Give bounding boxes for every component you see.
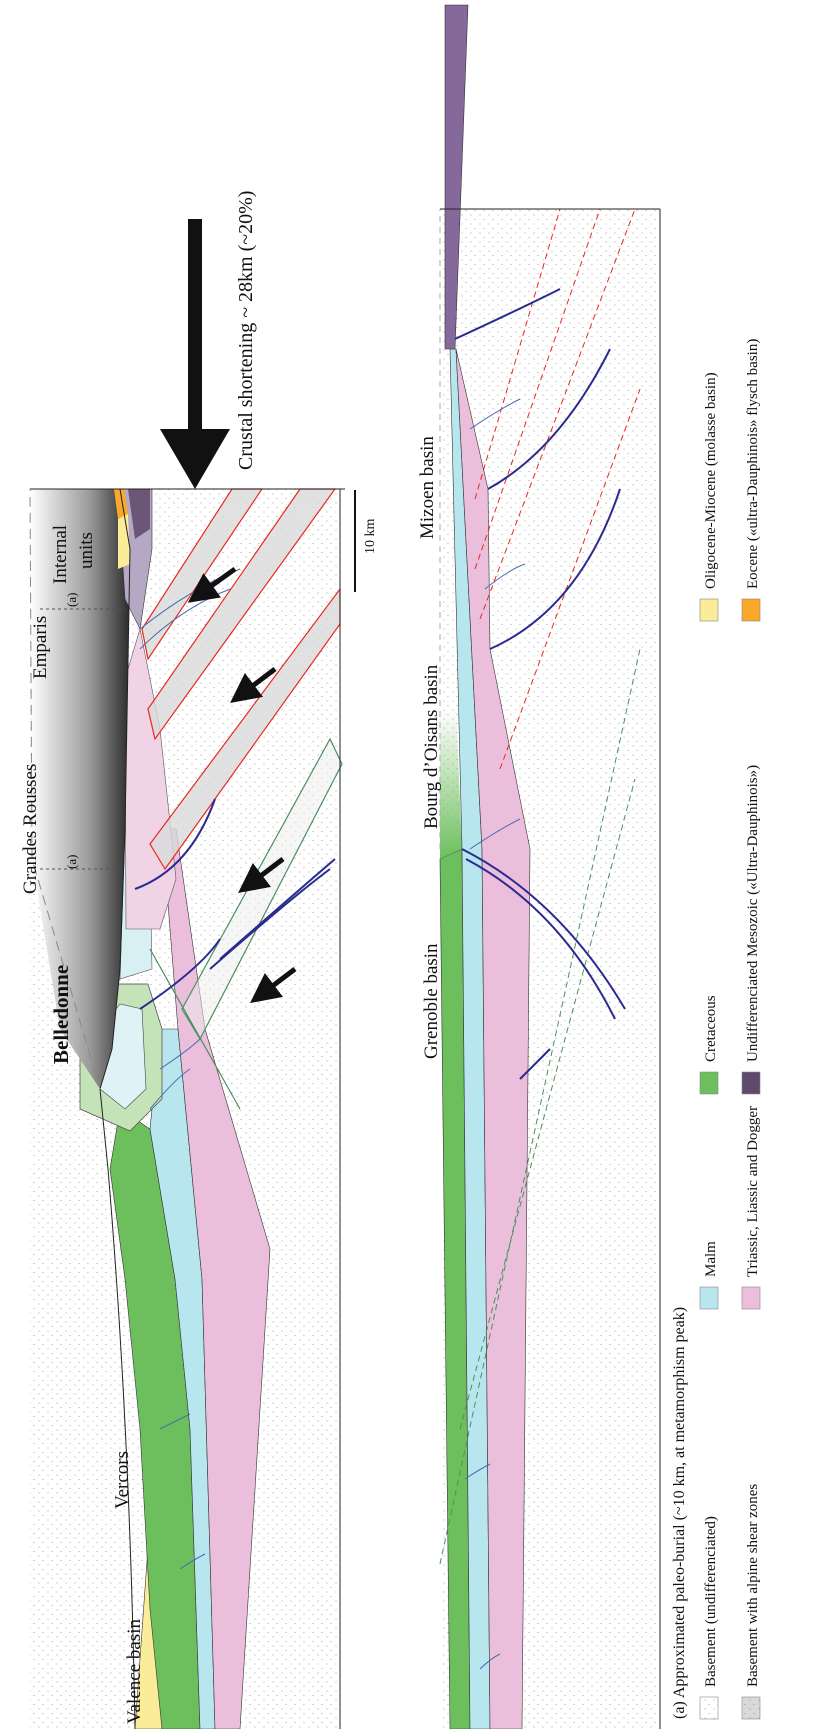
legend-label: Malm: [703, 1241, 719, 1277]
legend-swatch: [741, 598, 761, 622]
legend-swatch-dots: [742, 1697, 760, 1719]
cretaceous-fade: [440, 709, 462, 859]
shortening-arrow-head: [160, 429, 230, 489]
label: units: [76, 532, 97, 569]
shortening-label: Crustal shortening ~ 28km (~20%): [235, 191, 257, 470]
label: Emparis: [30, 616, 51, 679]
paleo-burial: [30, 489, 130, 1089]
legend-label: Triassic, Liassic and Dogger: [745, 1106, 761, 1277]
upper-section: [29, 219, 356, 1729]
burial-marker: (a): [64, 855, 79, 869]
slip-arrows: [187, 566, 297, 1004]
legend-swatch: [741, 1286, 761, 1310]
rotated-frame: Valence basin Vercors Belledonne Grandes…: [20, 4, 761, 1729]
label: Belledonne: [49, 965, 73, 1064]
label: Mizoen basin: [417, 436, 438, 539]
label: Internal: [50, 525, 71, 584]
legend-note: (a) Approximated paleo-burial (~10 km, a…: [671, 1307, 688, 1719]
mesozoic-column: [444, 4, 469, 350]
eocene: [114, 489, 128, 519]
legend-label: Basement (undifferenciated): [703, 1516, 719, 1687]
faults: [134, 798, 336, 1010]
lower-section: [439, 4, 661, 1729]
burial-marker: (a): [64, 593, 79, 607]
label: Valence basin: [124, 1619, 145, 1724]
legend-swatch: [699, 1286, 719, 1310]
legend-swatch: [699, 1071, 719, 1095]
red-dashed: [474, 208, 641, 770]
labels: Valence basin Vercors Belledonne Grandes…: [20, 191, 688, 1724]
surface: [99, 488, 136, 1729]
scale-label: 10 km: [363, 519, 378, 555]
legend-label: Eocene («ultra-Dauphinois» flysch basin): [745, 339, 761, 589]
legend-label: Basement with alpine shear zones: [745, 1484, 761, 1687]
molasse-int: [118, 514, 130, 569]
label: Grenoble basin: [421, 943, 442, 1059]
label: Vercors: [112, 1451, 133, 1509]
legend-swatch-dots: [700, 1697, 718, 1719]
label: Bourg d’Oisans basin: [421, 664, 442, 829]
internal-dark: [128, 489, 150, 539]
triassic: [455, 348, 531, 1729]
legend-swatch: [741, 1071, 761, 1095]
shortening-arrow-shaft: [188, 219, 202, 429]
legend-swatch: [699, 598, 719, 622]
legend-label: Oligocene-Miocene (molasse basin): [703, 372, 719, 589]
minor-faults: [464, 398, 526, 1670]
legend: Basement (undifferenciated) Basement with…: [699, 339, 761, 1720]
paleo-surface: [29, 488, 101, 1090]
legend-label: Cretaceous: [703, 995, 719, 1062]
faults: [454, 288, 626, 1080]
green-dashed: [439, 648, 641, 1565]
legend-label: Undifferenciated Mesozoic («Ultra-Dauphi…: [745, 765, 761, 1062]
label: Grandes Rousses: [20, 764, 41, 894]
